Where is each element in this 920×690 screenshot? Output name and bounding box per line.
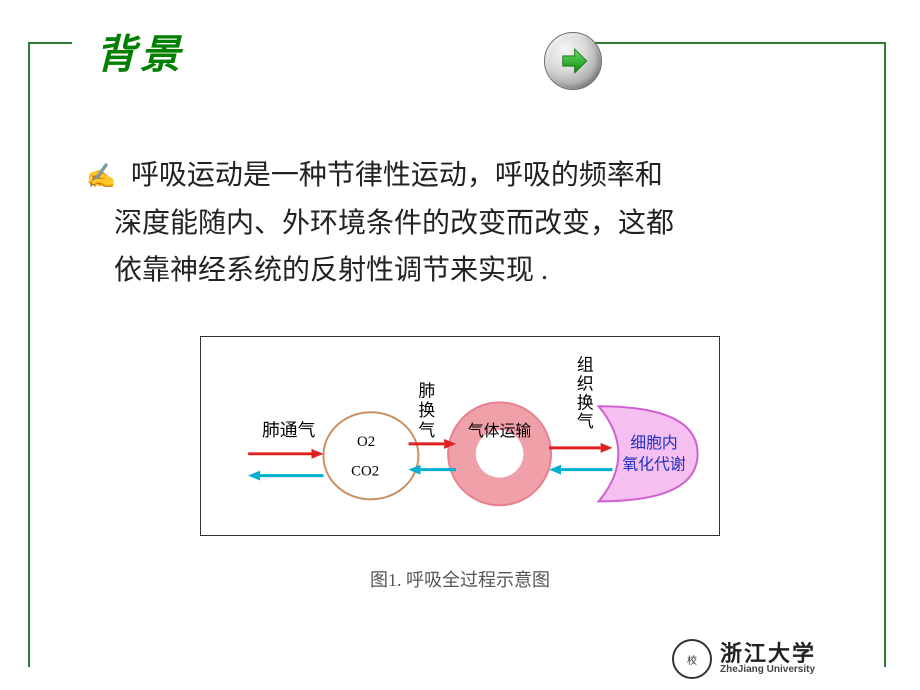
university-name-en: ZheJiang University <box>720 665 816 676</box>
title-block: 背景 <box>72 8 552 118</box>
label-lung-ex-2: 换 <box>418 401 435 420</box>
label-tissue-2: 织 <box>577 374 594 393</box>
respiration-diagram: 肺通气 肺 换 气 气体运输 组 织 换 气 细胞内 氧化代谢 O2 CO2 <box>200 336 720 536</box>
university-logo-block: 校 浙江大学 ZheJiang University <box>666 634 876 684</box>
body-line-1: 呼吸运动是一种节律性运动，呼吸的频率和 <box>124 160 663 191</box>
label-cell-1: 细胞内 <box>630 434 678 452</box>
label-tissue-4: 气 <box>577 412 594 431</box>
body-paragraph: ✍ 呼吸运动是一种节律性运动，呼吸的频率和 深度能随内、外环境条件的改变而改变，… <box>86 152 826 295</box>
label-o2: O2 <box>357 434 375 450</box>
label-cell-2: 氧化代谢 <box>622 456 685 474</box>
body-line-2: 深度能随内、外环境条件的改变而改变，这都 <box>114 200 826 248</box>
university-name-cn: 浙江大学 <box>720 642 816 665</box>
label-tissue-3: 换 <box>577 393 594 412</box>
label-co2: CO2 <box>351 464 379 480</box>
body-line-3: 依靠神经系统的反射性调节来实现 . <box>114 247 826 295</box>
label-lung-ex-1: 肺 <box>418 381 435 400</box>
label-ventilation: 肺通气 <box>262 420 316 440</box>
university-seal-icon: 校 <box>672 639 712 679</box>
pencil-icon: ✍ <box>86 157 116 198</box>
label-tissue-1: 组 <box>577 356 594 375</box>
label-transport: 气体运输 <box>468 422 531 440</box>
arrow-right-icon <box>556 44 590 78</box>
figure-caption: 图1. 呼吸全过程示意图 <box>0 566 920 592</box>
label-lung-ex-3: 气 <box>418 421 435 440</box>
page-title: 背景 <box>96 22 552 80</box>
next-button[interactable] <box>544 32 602 90</box>
